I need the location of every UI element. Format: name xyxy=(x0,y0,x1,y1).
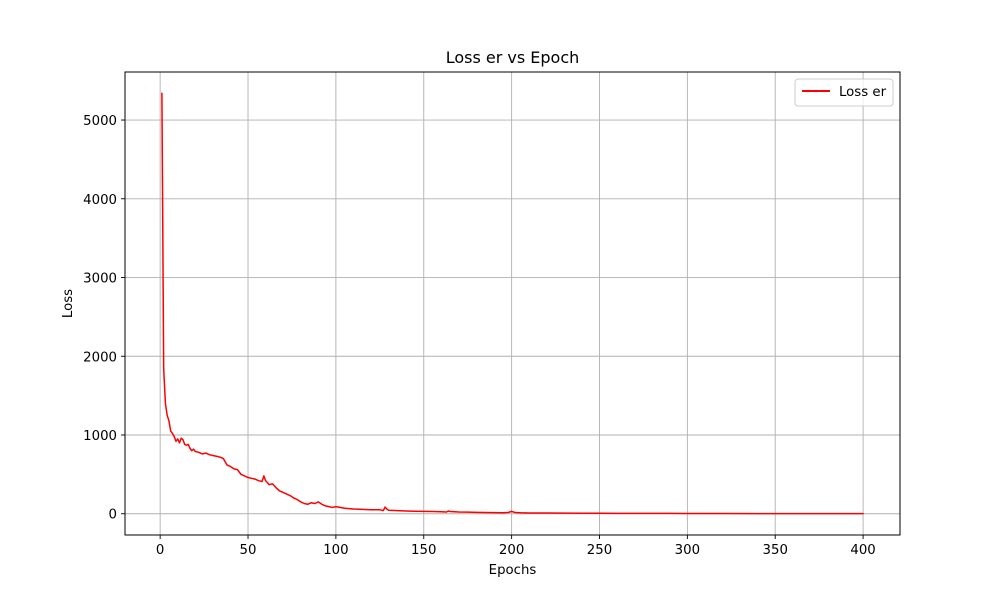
x-tick-label: 0 xyxy=(156,543,164,558)
x-tick-label: 400 xyxy=(850,543,875,558)
y-tick-label: 2000 xyxy=(83,350,117,365)
legend-box xyxy=(794,78,894,107)
axis-ticks: 0 50 100 150 200 250 300 350 4000100020003000400… xyxy=(83,114,876,558)
x-tick-label: 200 xyxy=(499,543,524,558)
x-axis-label: Epochs xyxy=(489,563,537,578)
y-tick-label: 3000 xyxy=(83,272,117,287)
x-tick-label: 150 xyxy=(411,543,436,558)
y-tick-label: 0 xyxy=(109,508,117,523)
x-tick-label: 50 xyxy=(240,543,257,558)
y-axis-label: Loss xyxy=(61,289,76,318)
x-tick-label: 250 xyxy=(587,543,612,558)
x-tick-label: 350 xyxy=(763,543,788,558)
x-tick-label: 100 xyxy=(323,543,348,558)
axes-frame xyxy=(124,71,901,536)
y-tick-label: 1000 xyxy=(83,429,117,444)
plot-area xyxy=(161,92,864,515)
chart-title: Loss er vs Epoch xyxy=(446,48,580,67)
y-tick-label: 4000 xyxy=(83,193,117,208)
x-tick-label: 300 xyxy=(675,543,700,558)
legend-label: Loss er xyxy=(839,85,887,100)
legend: Loss er xyxy=(794,78,894,107)
y-tick-label: 5000 xyxy=(83,114,117,129)
loss-series-line xyxy=(161,92,864,515)
